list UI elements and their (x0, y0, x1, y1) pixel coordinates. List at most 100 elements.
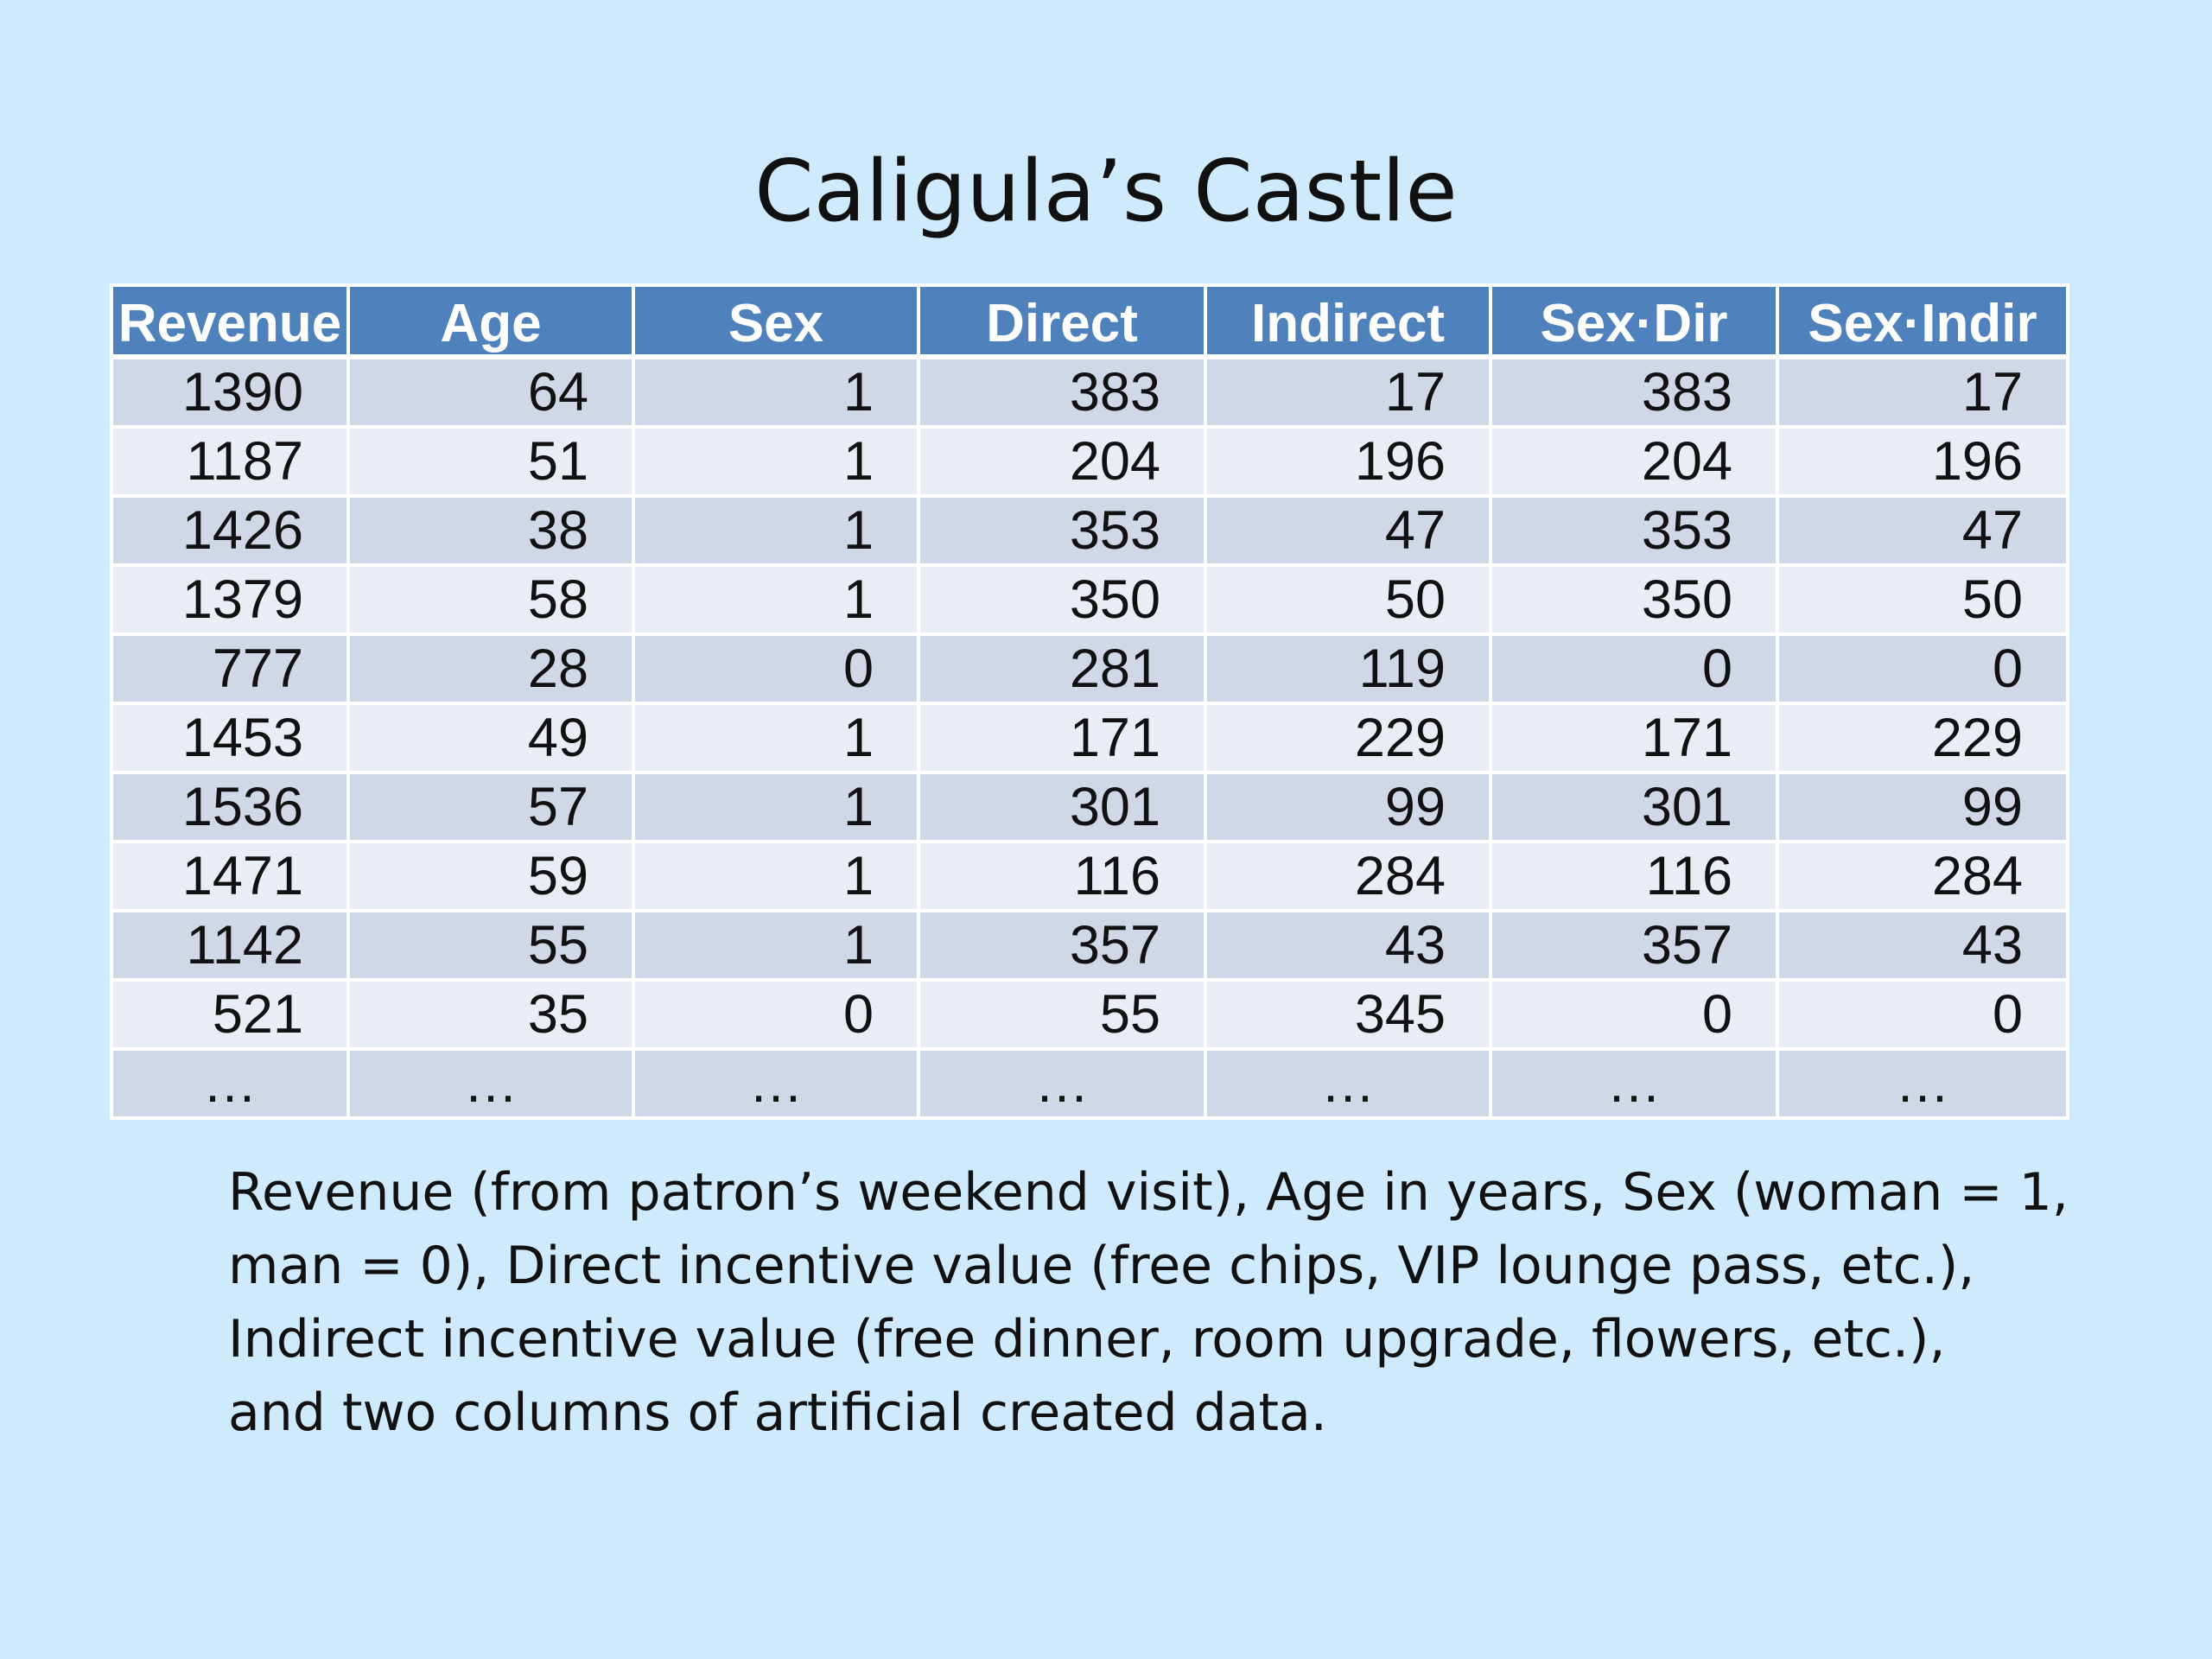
table-cell-sex-dir: 171 (1489, 702, 1779, 774)
table-row: 1142 55 1 357 43 357 43 (110, 909, 2069, 982)
table-cell-indirect: 119 (1204, 632, 1492, 705)
table-cell-indirect: 47 (1204, 494, 1492, 567)
table-cell-indirect: 196 (1204, 425, 1492, 498)
table-cell-sex: 1 (632, 909, 920, 982)
table-cell-direct: 353 (917, 494, 1207, 567)
caption-line: and two columns of artificial created da… (228, 1382, 1327, 1443)
table-cell-direct: 204 (917, 425, 1207, 498)
column-header-age: Age (346, 283, 635, 359)
table-cell-sex: 1 (632, 563, 920, 636)
table-cell-direct: 357 (917, 909, 1207, 982)
table-row: 1536 57 1 301 99 301 99 (110, 771, 2069, 843)
ellipsis-cell: … (1489, 1047, 1779, 1120)
table-cell-sex-indir: 50 (1776, 563, 2069, 636)
table-row: 1471 59 1 116 284 116 284 (110, 840, 2069, 912)
table-cell-age: 58 (346, 563, 635, 636)
table-row: 1379 58 1 350 50 350 50 (110, 563, 2069, 636)
table-row: 521 35 0 55 345 0 0 (110, 978, 2069, 1051)
caption-line: man = 0), Direct incentive value (free c… (228, 1236, 1975, 1296)
table-cell-sex-indir: 17 (1776, 355, 2069, 429)
slide-title: Caligula’s Castle (754, 143, 1458, 241)
table-row-ellipsis: ………………… (110, 1047, 2069, 1120)
table-cell-revenue: 1536 (110, 771, 350, 843)
table-cell-sex-dir: 204 (1489, 425, 1779, 498)
table-cell-sex-indir: 284 (1776, 840, 2069, 912)
table-cell-sex-dir: 0 (1489, 632, 1779, 705)
table-cell-age: 38 (346, 494, 635, 567)
table-cell-sex: 1 (632, 840, 920, 912)
data-table: Revenue Age Sex Direct Indirect Sex·Dir … (110, 283, 2069, 1120)
table-header-row: Revenue Age Sex Direct Indirect Sex·Dir … (110, 283, 2069, 359)
table-cell-sex-dir: 383 (1489, 355, 1779, 429)
table-cell-age: 51 (346, 425, 635, 498)
table-cell-indirect: 43 (1204, 909, 1492, 982)
table-cell-revenue: 521 (110, 978, 350, 1051)
table-cell-indirect: 17 (1204, 355, 1492, 429)
table-cell-sex-dir: 357 (1489, 909, 1779, 982)
caption-line: Revenue (from patron’s weekend visit), A… (228, 1162, 2069, 1223)
table-cell-age: 35 (346, 978, 635, 1051)
ellipsis-cell: … (1776, 1047, 2069, 1120)
table-cell-indirect: 345 (1204, 978, 1492, 1051)
ellipsis-cell: … (346, 1047, 635, 1120)
table-cell-revenue: 1142 (110, 909, 350, 982)
table-cell-sex: 0 (632, 978, 920, 1051)
table-row: 1426 38 1 353 47 353 47 (110, 494, 2069, 567)
ellipsis-cell: … (917, 1047, 1207, 1120)
table-row: 777 28 0 281 119 0 0 (110, 632, 2069, 705)
table-body: 1390 64 1 383 17 383 17 1187 51 1 204 196 204 196 1426… (110, 355, 2069, 1120)
caption: Revenue (from patron’s weekend visit), A… (228, 1156, 2069, 1450)
table-cell-sex-indir: 99 (1776, 771, 2069, 843)
table-cell-sex-indir: 229 (1776, 702, 2069, 774)
table-cell-revenue: 1471 (110, 840, 350, 912)
table-cell-age: 59 (346, 840, 635, 912)
table-cell-direct: 116 (917, 840, 1207, 912)
column-header-sex-indir: Sex·Indir (1776, 283, 2069, 359)
table-cell-age: 57 (346, 771, 635, 843)
table-cell-direct: 301 (917, 771, 1207, 843)
table-cell-direct: 350 (917, 563, 1207, 636)
column-header-sex: Sex (632, 283, 920, 359)
table-cell-direct: 171 (917, 702, 1207, 774)
table-cell-indirect: 284 (1204, 840, 1492, 912)
table-cell-sex-dir: 116 (1489, 840, 1779, 912)
data-table-container: Revenue Age Sex Direct Indirect Sex·Dir … (110, 283, 2069, 1120)
table-row: 1453 49 1 171 229 171 229 (110, 702, 2069, 774)
table-cell-indirect: 229 (1204, 702, 1492, 774)
table-cell-revenue: 1187 (110, 425, 350, 498)
column-header-direct: Direct (917, 283, 1207, 359)
table-cell-sex: 1 (632, 425, 920, 498)
table-cell-sex-indir: 43 (1776, 909, 2069, 982)
table-cell-revenue: 777 (110, 632, 350, 705)
table-cell-age: 49 (346, 702, 635, 774)
table-cell-age: 55 (346, 909, 635, 982)
table-cell-age: 64 (346, 355, 635, 429)
table-cell-sex: 0 (632, 632, 920, 705)
table-cell-indirect: 99 (1204, 771, 1492, 843)
table-cell-direct: 55 (917, 978, 1207, 1051)
table-cell-revenue: 1379 (110, 563, 350, 636)
table-cell-revenue: 1390 (110, 355, 350, 429)
column-header-sex-dir: Sex·Dir (1489, 283, 1779, 359)
table-cell-direct: 281 (917, 632, 1207, 705)
table-cell-sex-dir: 301 (1489, 771, 1779, 843)
ellipsis-cell: … (632, 1047, 920, 1120)
table-cell-sex-indir: 47 (1776, 494, 2069, 567)
table-cell-revenue: 1453 (110, 702, 350, 774)
ellipsis-cell: … (110, 1047, 350, 1120)
table-cell-sex-dir: 0 (1489, 978, 1779, 1051)
table-cell-sex-indir: 196 (1776, 425, 2069, 498)
column-header-indirect: Indirect (1204, 283, 1492, 359)
table-row: 1390 64 1 383 17 383 17 (110, 355, 2069, 429)
table-cell-sex: 1 (632, 494, 920, 567)
table-cell-sex: 1 (632, 355, 920, 429)
table-cell-direct: 383 (917, 355, 1207, 429)
table-cell-sex: 1 (632, 771, 920, 843)
table-cell-indirect: 50 (1204, 563, 1492, 636)
column-header-revenue: Revenue (110, 283, 350, 359)
table-cell-sex-dir: 350 (1489, 563, 1779, 636)
table-cell-age: 28 (346, 632, 635, 705)
table-cell-revenue: 1426 (110, 494, 350, 567)
table-cell-sex-indir: 0 (1776, 978, 2069, 1051)
